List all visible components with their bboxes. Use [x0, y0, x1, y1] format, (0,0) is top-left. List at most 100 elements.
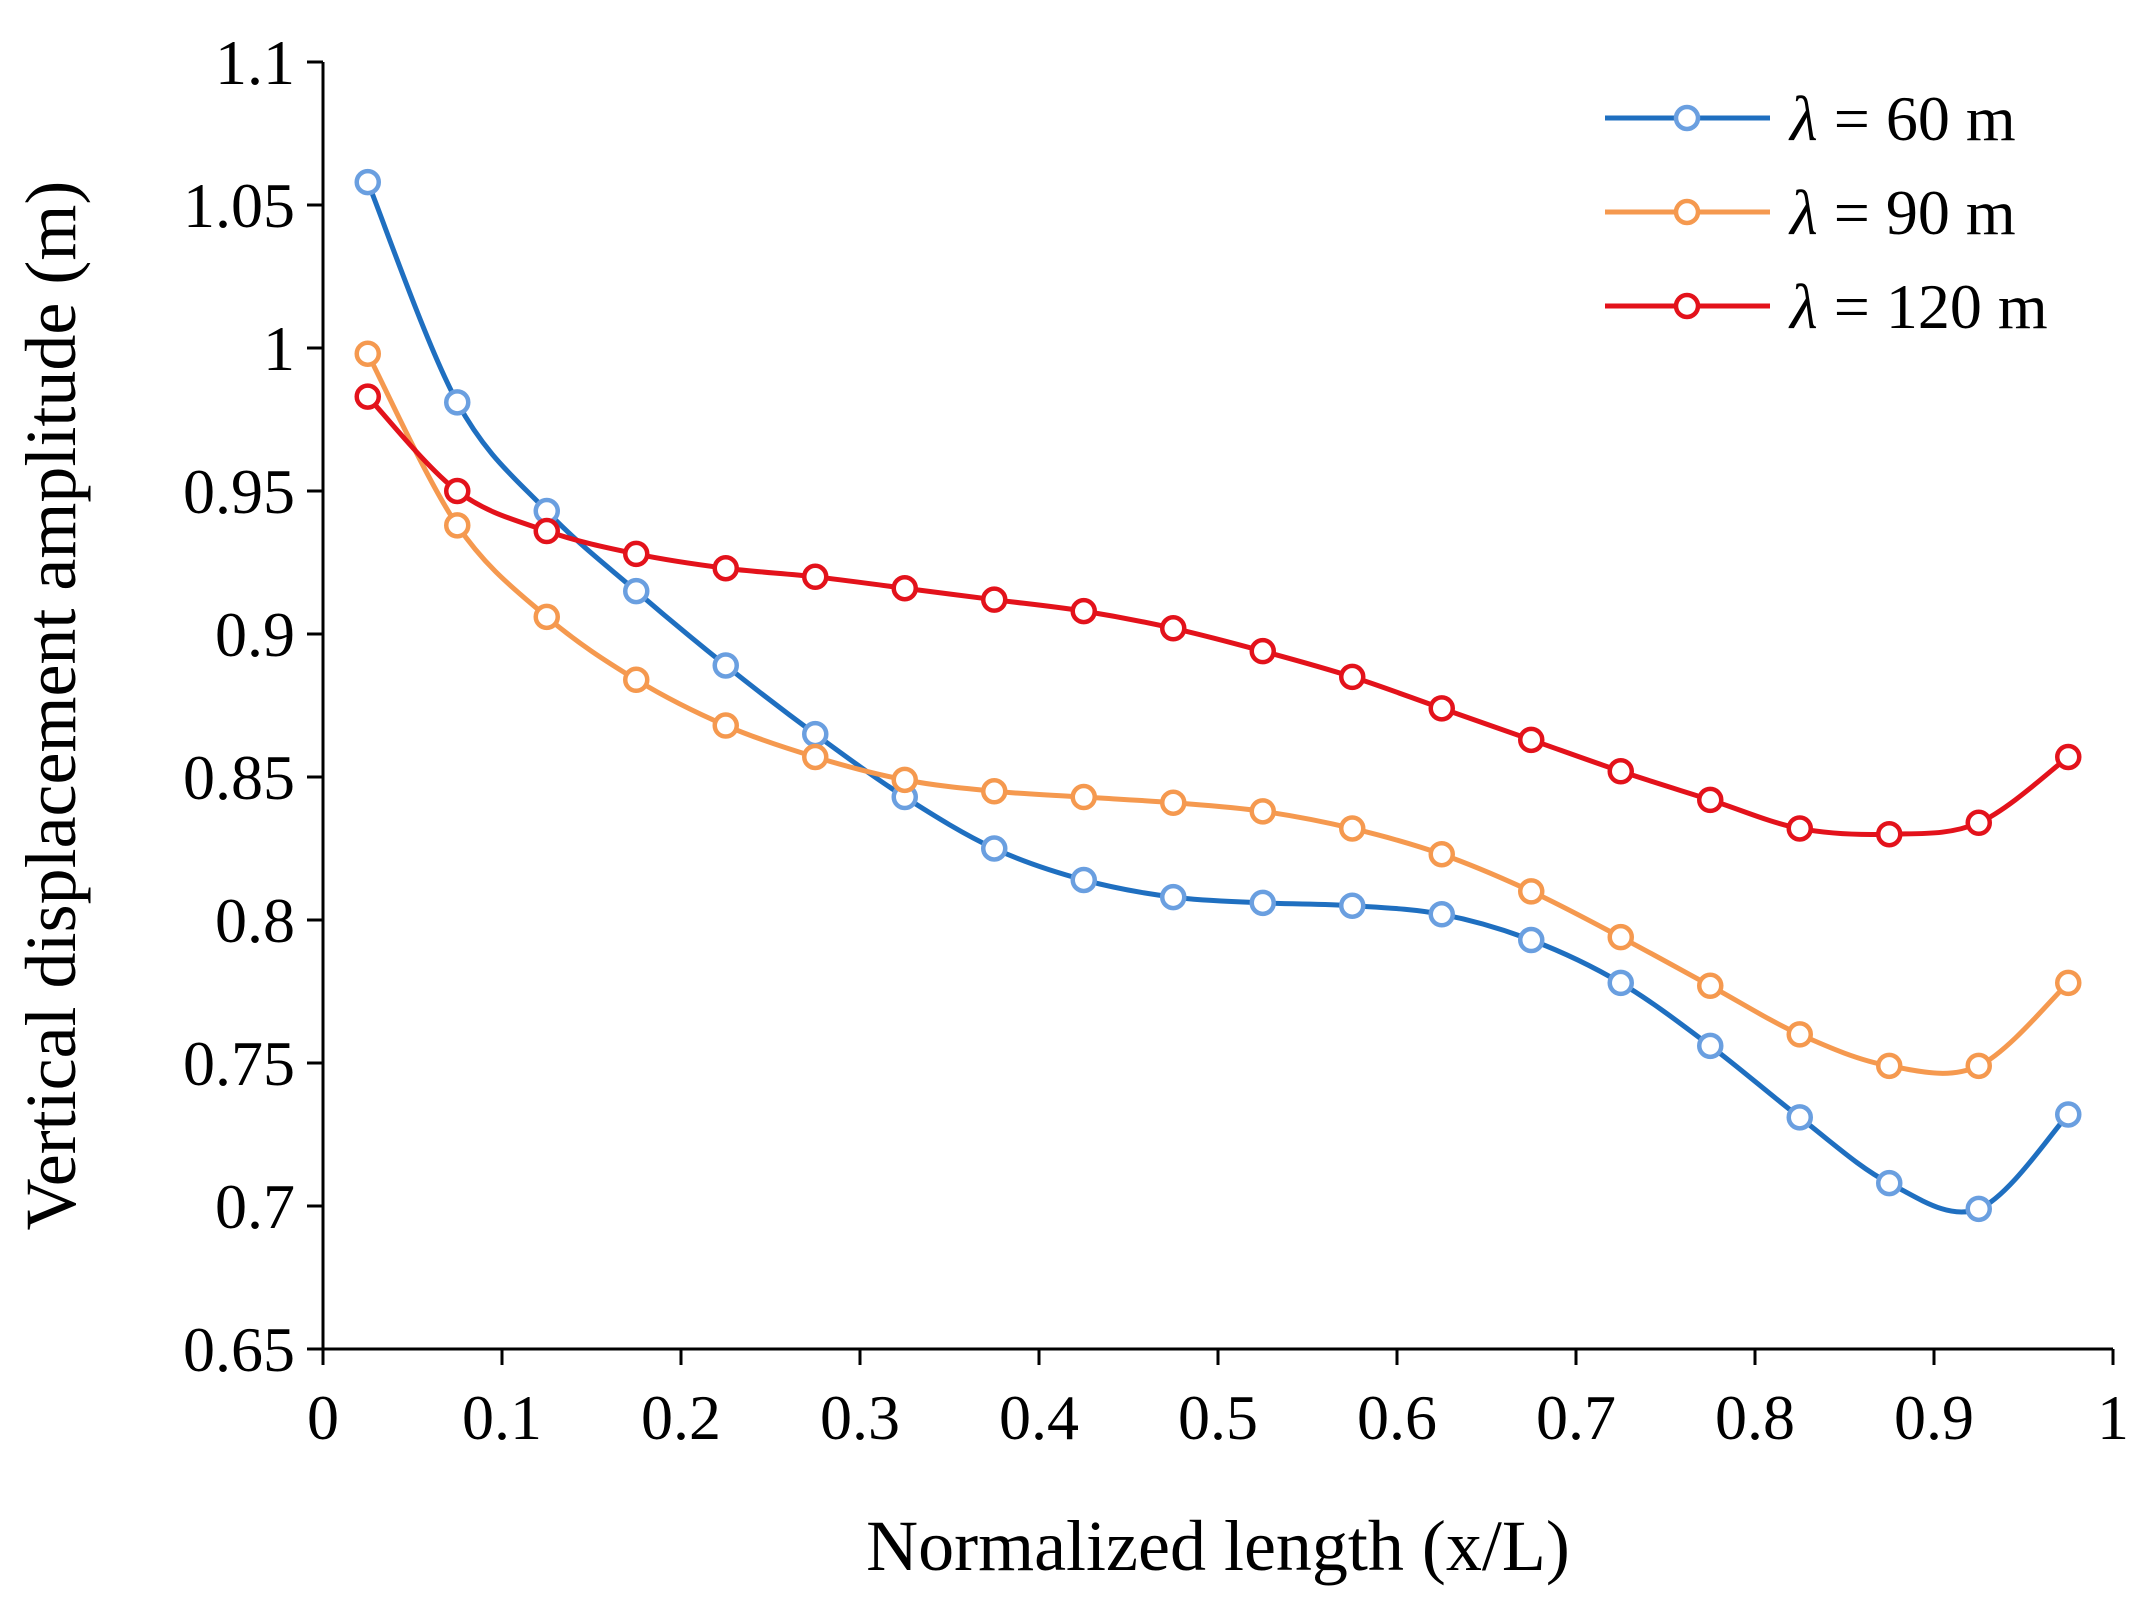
legend-label: λ = 60 m: [1788, 83, 2016, 154]
data-point: [1697, 786, 1724, 814]
data-point: [1249, 798, 1276, 825]
data-point: [2055, 743, 2082, 771]
data-point: [1249, 637, 1276, 665]
data-point: [623, 666, 650, 694]
legend-marker: [1673, 292, 1701, 320]
y-tick-label: 1.05: [183, 170, 295, 241]
legend-entry-1: λ = 60 m: [1605, 83, 2016, 154]
data-point: [1965, 1195, 1992, 1223]
x-tick-label: 0.7: [1536, 1382, 1616, 1453]
x-axis-title: Normalized length (x/L): [866, 1506, 1570, 1586]
data-point: [1339, 815, 1366, 842]
data-point: [981, 835, 1008, 862]
x-tick-label: 0.1: [462, 1382, 542, 1453]
series-3: [354, 383, 2082, 848]
data-point: [1428, 840, 1455, 868]
data-point: [1249, 889, 1276, 917]
x-tick-label: 0: [307, 1382, 339, 1453]
data-point: [533, 517, 560, 545]
series-line: [365, 352, 2070, 1076]
data-point: [891, 766, 918, 794]
x-tick-label: 0.5: [1178, 1382, 1258, 1453]
data-point: [1786, 815, 1813, 842]
data-point: [1876, 1169, 1903, 1197]
y-tick-label: 0.9: [215, 599, 295, 670]
legend: λ = 60 m λ = 90 m λ = 120 m: [1605, 83, 2048, 342]
data-point: [1070, 597, 1097, 625]
data-point: [533, 603, 560, 631]
data-point: [1428, 901, 1455, 928]
y-tick-label: 0.8: [215, 885, 295, 956]
data-point: [1339, 892, 1366, 919]
y-tick-label: 0.7: [215, 1171, 295, 1242]
x-tick-label: 0.6: [1357, 1382, 1437, 1453]
data-point: [712, 652, 739, 679]
x-tick-label: 0.4: [999, 1382, 1079, 1453]
data-point: [354, 383, 381, 410]
data-point: [1965, 1052, 1992, 1080]
data-point: [623, 540, 650, 568]
data-point: [1518, 926, 1545, 954]
data-point: [1786, 1104, 1813, 1131]
series-layer: [354, 168, 2082, 1223]
data-point: [1607, 923, 1634, 951]
y-tick-label: 0.65: [183, 1314, 295, 1385]
y-axis-title: Vertical displacement amplitude (m): [11, 181, 91, 1231]
x-tick-label: 0.3: [820, 1382, 900, 1453]
data-point: [1876, 1052, 1903, 1080]
data-point: [1697, 972, 1724, 1000]
legend-marker: [1673, 198, 1701, 226]
data-point: [1607, 758, 1634, 785]
data-point: [1518, 726, 1545, 754]
data-point: [354, 340, 381, 367]
legend-entry-2: λ = 90 m: [1605, 177, 2016, 248]
data-point: [1518, 878, 1545, 905]
x-tick-label: 1: [2097, 1382, 2129, 1453]
data-point: [1786, 1021, 1813, 1048]
y-tick-label: 1.1: [215, 27, 295, 98]
data-point: [891, 574, 918, 602]
data-point: [802, 720, 829, 748]
x-tick-label: 0.2: [641, 1382, 721, 1453]
data-point: [354, 168, 381, 196]
data-point: [1160, 883, 1187, 911]
legend-marker: [1673, 104, 1701, 132]
series-2: [354, 340, 2082, 1080]
data-point: [1160, 789, 1187, 816]
data-point: [1697, 1032, 1724, 1060]
y-tick-label: 0.75: [183, 1028, 295, 1099]
x-tick-label: 0.9: [1894, 1382, 1974, 1453]
data-point: [1070, 866, 1097, 894]
series-line: [365, 394, 2070, 838]
data-point: [1428, 695, 1455, 722]
legend-label: λ = 90 m: [1788, 177, 2016, 248]
data-point: [981, 586, 1008, 613]
data-point: [981, 778, 1008, 805]
data-point: [623, 577, 650, 605]
data-point: [712, 712, 739, 739]
data-point: [2055, 969, 2082, 997]
data-point: [712, 554, 739, 582]
data-point: [1607, 969, 1634, 997]
data-point: [444, 512, 471, 539]
data-point: [2055, 1101, 2082, 1128]
legend-label: λ = 120 m: [1788, 271, 2048, 342]
y-tick-label: 1: [263, 313, 295, 384]
axes: 0.65 0.7 0.75 0.8 0.85 0.9 0.95 1 1.05 1.1 0 0.1 0.2…: [183, 27, 2129, 1453]
data-point: [1160, 615, 1187, 642]
series-1: [354, 168, 2082, 1223]
y-tick-label: 0.95: [183, 456, 295, 527]
legend-entry-3: λ = 120 m: [1605, 271, 2048, 342]
data-point: [1070, 783, 1097, 811]
data-point: [1339, 663, 1366, 691]
data-point: [802, 743, 829, 771]
data-point: [1876, 820, 1903, 848]
data-point: [1965, 809, 1992, 837]
data-point: [444, 389, 471, 416]
x-tick-label: 0.8: [1715, 1382, 1795, 1453]
data-point: [444, 477, 471, 505]
y-tick-label: 0.85: [183, 742, 295, 813]
data-point: [802, 563, 829, 591]
